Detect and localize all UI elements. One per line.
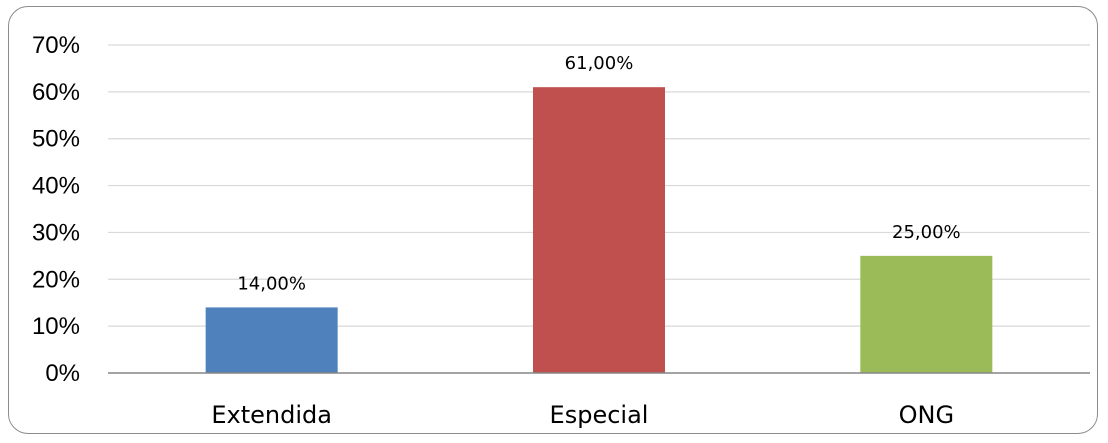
y-tick-label: 30%: [32, 219, 80, 246]
bar-especial: [533, 87, 665, 373]
y-tick-label: 40%: [32, 173, 80, 200]
x-tick-label-especial: Especial: [550, 401, 649, 429]
data-label-especial: 61,00%: [565, 53, 634, 74]
x-tick-label-ong: ONG: [899, 401, 954, 429]
bar-ong: [860, 256, 992, 373]
x-axis-labels: Extendida Especial ONG: [211, 401, 954, 429]
y-tick-label: 70%: [32, 32, 80, 59]
x-tick-label-extendida: Extendida: [211, 401, 332, 429]
data-label-extendida: 14,00%: [237, 273, 306, 294]
y-tick-label: 60%: [32, 79, 80, 106]
y-tick-label: 10%: [32, 313, 80, 340]
y-axis-ticks: 0% 10% 20% 30% 40% 50% 60% 70%: [32, 32, 80, 387]
y-tick-label: 50%: [32, 126, 80, 153]
bar-extendida: [206, 307, 338, 373]
data-label-ong: 25,00%: [892, 222, 961, 243]
bars: [206, 87, 993, 373]
y-tick-label: 0%: [45, 360, 80, 387]
y-tick-label: 20%: [32, 266, 80, 293]
